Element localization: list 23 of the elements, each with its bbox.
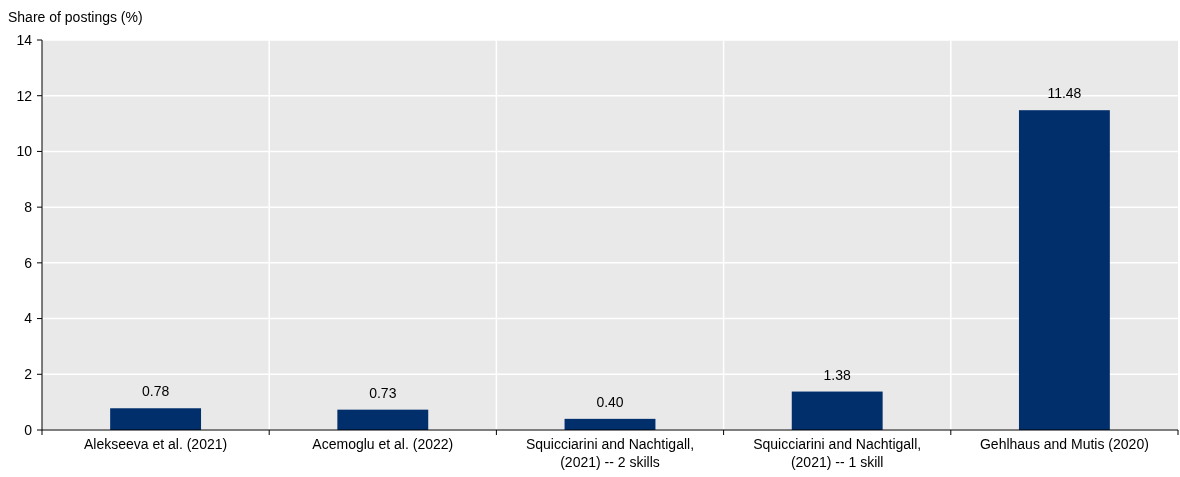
data-label: 0.73 xyxy=(369,384,397,401)
bar xyxy=(791,391,883,430)
bar xyxy=(337,409,429,430)
y-axis-title: Share of postings (%) xyxy=(8,9,143,25)
y-tick-label: 12 xyxy=(16,87,33,104)
y-tick-label: 8 xyxy=(24,199,33,216)
bar xyxy=(1018,110,1110,430)
x-tick-label: Squicciarini and Nachtigall, (2021) -- 1 skill xyxy=(753,436,922,470)
data-label: 1.38 xyxy=(823,366,852,383)
x-tick-label: Alekseeva et al. (2021) xyxy=(84,436,228,452)
x-tick-label: Squicciarini and Nachtigall, (2021) -- 2 skills xyxy=(525,436,695,470)
y-tick-label: 0 xyxy=(24,421,33,438)
x-tick-label: Gehlhaus and Mutis (2020) xyxy=(979,436,1149,452)
y-tick-label: 10 xyxy=(16,143,33,160)
y-tick-label: 6 xyxy=(24,254,33,271)
bar xyxy=(110,408,202,430)
data-label: 0.40 xyxy=(596,393,624,410)
y-tick-label: 14 xyxy=(16,31,33,48)
y-tick-label: 2 xyxy=(24,366,33,383)
data-label: 0.78 xyxy=(141,383,170,400)
data-label: 11.48 xyxy=(1047,85,1082,102)
y-tick-label: 4 xyxy=(24,310,33,327)
x-tick-label: Acemoglu et al. (2022) xyxy=(312,436,454,452)
